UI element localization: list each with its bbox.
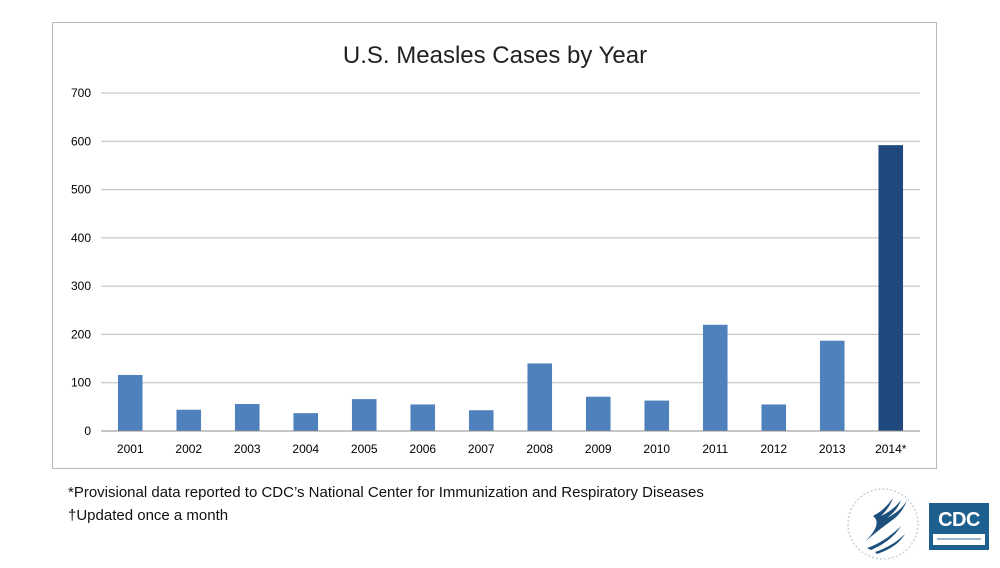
x-tick-label: 2006	[409, 442, 436, 456]
chart-title: U.S. Measles Cases by Year	[343, 42, 647, 69]
bar-2008	[527, 363, 553, 431]
x-tick-label: 2004	[292, 442, 319, 456]
y-axis-ticks: 0 100 200 300 400 500 600 700	[71, 86, 91, 438]
y-tick-label: 600	[71, 134, 91, 148]
y-tick-label: 300	[71, 279, 91, 293]
x-tick-label: 2014*	[875, 442, 907, 456]
hhs-eagle-seal-icon	[847, 488, 919, 560]
x-tick-label: 2009	[585, 442, 612, 456]
cdc-logo: CDC	[929, 503, 989, 550]
bars	[117, 145, 904, 432]
gridlines	[101, 92, 920, 384]
bar-2009	[585, 396, 611, 431]
y-tick-label: 700	[71, 86, 91, 100]
bar-2005	[351, 399, 377, 431]
y-tick-label: 200	[71, 327, 91, 341]
x-tick-label: 2008	[526, 442, 553, 456]
bar-2004	[293, 413, 319, 431]
chart-frame: U.S. Measles Cases by Year 0 100 200 300 400…	[52, 22, 937, 469]
bar-2007	[468, 410, 494, 431]
bar-2001	[117, 374, 143, 431]
cdc-logo-text: CDC	[938, 509, 980, 531]
x-tick-label: 2005	[351, 442, 378, 456]
x-tick-label: 2002	[175, 442, 202, 456]
bar-chart: U.S. Measles Cases by Year 0 100 200 300 400…	[71, 42, 920, 456]
bar-2002	[176, 409, 202, 431]
x-tick-label: 2003	[234, 442, 261, 456]
bar-2003	[234, 403, 260, 431]
bar-2006	[410, 404, 436, 431]
bar-2010	[644, 400, 670, 431]
bar-2013	[819, 340, 845, 431]
x-axis-ticks: 2001 2002 2003 2004 2005 2006 2007 2008 2009 2010…	[117, 442, 907, 456]
x-tick-label: 2007	[468, 442, 495, 456]
bar-2011	[702, 324, 728, 431]
y-tick-label: 500	[71, 183, 91, 197]
bar-2012	[761, 404, 787, 431]
footnote-provisional: *Provisional data reported to CDC’s Nati…	[68, 484, 704, 501]
cdc-logo-band	[933, 534, 985, 545]
bar-2014	[878, 145, 904, 432]
y-tick-label: 400	[71, 231, 91, 245]
x-tick-label: 2011	[702, 442, 728, 456]
y-tick-label: 0	[84, 424, 91, 438]
x-tick-label: 2001	[117, 442, 144, 456]
x-tick-label: 2012	[760, 442, 787, 456]
y-tick-label: 100	[71, 376, 91, 390]
footnote-updated: †Updated once a month	[68, 507, 229, 524]
x-tick-label: 2010	[643, 442, 670, 456]
x-tick-label: 2013	[819, 442, 846, 456]
